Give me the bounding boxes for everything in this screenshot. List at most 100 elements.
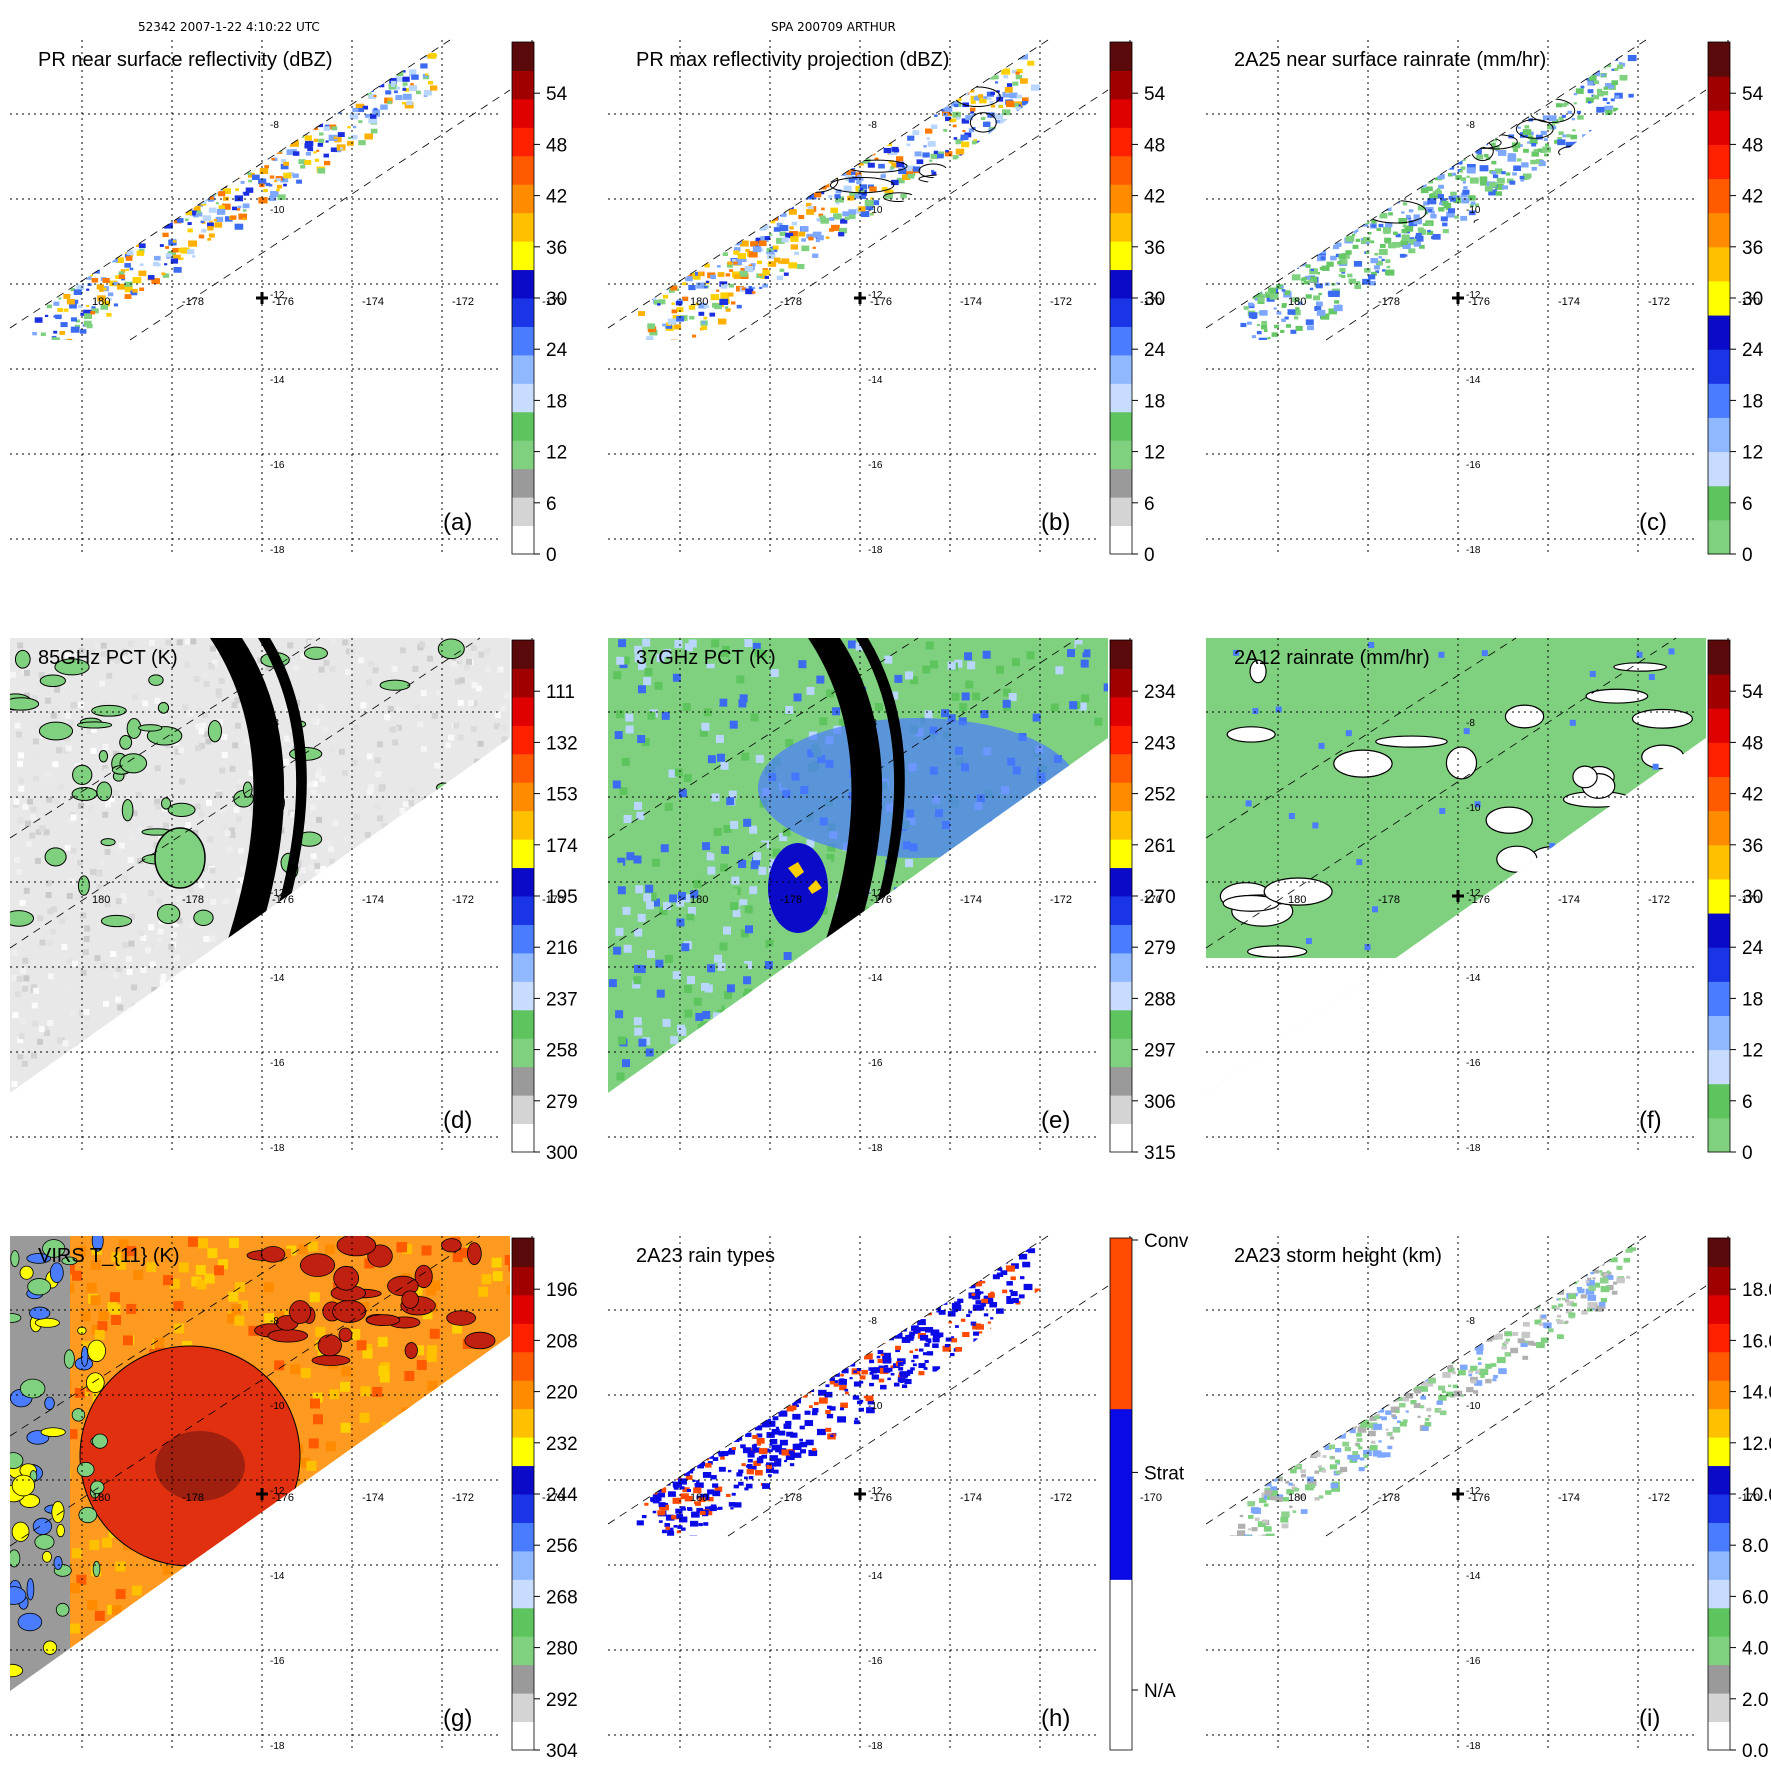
colorbar-segment xyxy=(1110,1238,1132,1410)
panel-label: (a) xyxy=(443,509,472,536)
lon-tick-label: -174 xyxy=(1558,894,1580,906)
colorbar-segment xyxy=(1708,417,1730,453)
colorbar-segment xyxy=(1110,810,1132,840)
colorbar-segment xyxy=(1708,42,1730,77)
lat-tick-label: -18 xyxy=(868,1143,883,1154)
colorbar-tick-label: 300 xyxy=(546,1143,578,1164)
lat-tick-label: -8 xyxy=(270,718,279,729)
colorbar-tick-label: 12 xyxy=(1742,1041,1763,1062)
colorbar-tick-label: 174 xyxy=(546,836,578,857)
colorbar-segment xyxy=(1110,1579,1132,1751)
panel-title: VIRS T_{11} (K) xyxy=(38,1245,180,1267)
colorbar-segment xyxy=(1708,844,1730,880)
lon-tick-label: -176 xyxy=(272,296,294,308)
lon-tick-label: -178 xyxy=(182,1492,204,1504)
lon-tick-label: -170 xyxy=(1738,894,1760,906)
colorbar-tick-label: 196 xyxy=(546,1280,578,1301)
swath-data xyxy=(608,638,1108,1093)
colorbar-segment xyxy=(512,1238,534,1267)
lon-tick-label: -170 xyxy=(1140,1492,1162,1504)
colorbar-tick-label: 36 xyxy=(1742,836,1763,857)
lat-tick-label: -8 xyxy=(270,120,279,131)
colorbar-segment xyxy=(512,98,534,128)
colorbar-segment xyxy=(1708,1049,1730,1085)
colorbar-tick-label: 12 xyxy=(1144,443,1165,464)
lon-tick-label: -176 xyxy=(870,296,892,308)
colorbar-tick-label: 243 xyxy=(1144,733,1176,754)
colorbar-segment xyxy=(1110,696,1132,726)
colorbar-tick-label: 237 xyxy=(546,989,578,1010)
colorbar-segment xyxy=(1110,440,1132,470)
colorbar-segment xyxy=(512,952,534,982)
lat-tick-label: -12 xyxy=(1466,1486,1481,1497)
colorbar-segment xyxy=(512,782,534,812)
lat-tick-label: -14 xyxy=(868,973,883,984)
lon-tick-label: -172 xyxy=(1648,894,1670,906)
colorbar-tick-label: 54 xyxy=(546,84,568,105)
colorbar-segment xyxy=(512,212,534,242)
colorbar-tick-label: 0 xyxy=(1742,1143,1753,1164)
panel-label: (d) xyxy=(443,1107,472,1134)
colorbar-tick-label: 18 xyxy=(1742,391,1763,412)
swath-data xyxy=(10,638,510,1093)
colorbar-tick-label: 261 xyxy=(1144,836,1176,857)
colorbar-segment xyxy=(1110,924,1132,954)
colorbar-tick-label: 24 xyxy=(546,340,568,361)
lat-tick-label: -10 xyxy=(1466,803,1481,814)
colorbar-tick-label: 132 xyxy=(546,733,578,754)
colorbar-segment xyxy=(1110,155,1132,185)
storm-name-header: SPA 200709 ARTHUR xyxy=(771,20,896,34)
colorbar-tick-label: 304 xyxy=(546,1741,578,1762)
lon-tick-label: -176 xyxy=(1468,894,1490,906)
storm-center-cross-icon xyxy=(256,1488,268,1500)
lon-tick-label: -178 xyxy=(182,296,204,308)
colorbar-tick-label: 292 xyxy=(546,1690,578,1711)
colorbar-segment xyxy=(1110,383,1132,413)
storm-center-cross-icon xyxy=(854,890,866,902)
lon-tick-label: 180 xyxy=(1288,894,1306,906)
panel-a: 180 -178 -176 -174 -172 -170-8-10-12-14-16-18… xyxy=(9,39,568,566)
panel-title: 37GHz PCT (K) xyxy=(636,647,776,669)
swath-data xyxy=(1206,638,1706,1093)
colorbar-tick-label: 6 xyxy=(1144,494,1155,515)
lon-tick-label: -170 xyxy=(542,296,564,308)
colorbar-segment xyxy=(512,981,534,1011)
colorbar-segment xyxy=(512,1351,534,1381)
colorbar-tick-label: 220 xyxy=(546,1383,578,1404)
colorbar-tick-label: 0 xyxy=(546,545,557,566)
lon-tick-label: 180 xyxy=(690,296,708,308)
lat-tick-label: -8 xyxy=(868,120,877,131)
lon-tick-label: 180 xyxy=(1288,1492,1306,1504)
colorbar-segment xyxy=(512,440,534,470)
colorbar-segment xyxy=(1110,42,1132,71)
colorbar-segment xyxy=(512,1123,534,1153)
colorbar-segment xyxy=(1708,280,1730,316)
colorbar-tick-label: 153 xyxy=(546,785,578,806)
lon-tick-label: -172 xyxy=(452,296,474,308)
lon-tick-label: -178 xyxy=(1378,1492,1400,1504)
colorbar-tick-label: 36 xyxy=(1742,238,1763,259)
colorbar-segment xyxy=(512,1323,534,1353)
colorbar-segment xyxy=(1110,725,1132,755)
colorbar-segment xyxy=(512,1607,534,1637)
colorbar-segment xyxy=(1708,110,1730,145)
colorbar-segment xyxy=(1110,468,1132,498)
colorbar-tick-label: 48 xyxy=(1144,135,1165,156)
colorbar-segment xyxy=(1708,1351,1730,1381)
colorbar-tick-label: 42 xyxy=(546,187,567,208)
colorbar-segment xyxy=(1708,674,1730,709)
colorbar-segment xyxy=(512,668,534,698)
lon-tick-label: -174 xyxy=(362,1492,384,1504)
colorbar-tick-label: 36 xyxy=(546,238,567,259)
lat-tick-label: -12 xyxy=(1466,888,1481,899)
storm-center-cross-icon xyxy=(854,1488,866,1500)
colorbar-segment xyxy=(512,1408,534,1438)
colorbar-tick-label: 24 xyxy=(1144,340,1166,361)
lon-tick-label: -176 xyxy=(870,894,892,906)
lon-tick-label: -174 xyxy=(1558,1492,1580,1504)
colorbar-segment xyxy=(1708,1408,1730,1438)
colorbar-segment xyxy=(1708,776,1730,812)
colorbar-tick-label: 244 xyxy=(546,1485,578,1506)
colorbar-tick-label: 315 xyxy=(1144,1143,1176,1164)
lon-tick-label: -174 xyxy=(362,296,384,308)
